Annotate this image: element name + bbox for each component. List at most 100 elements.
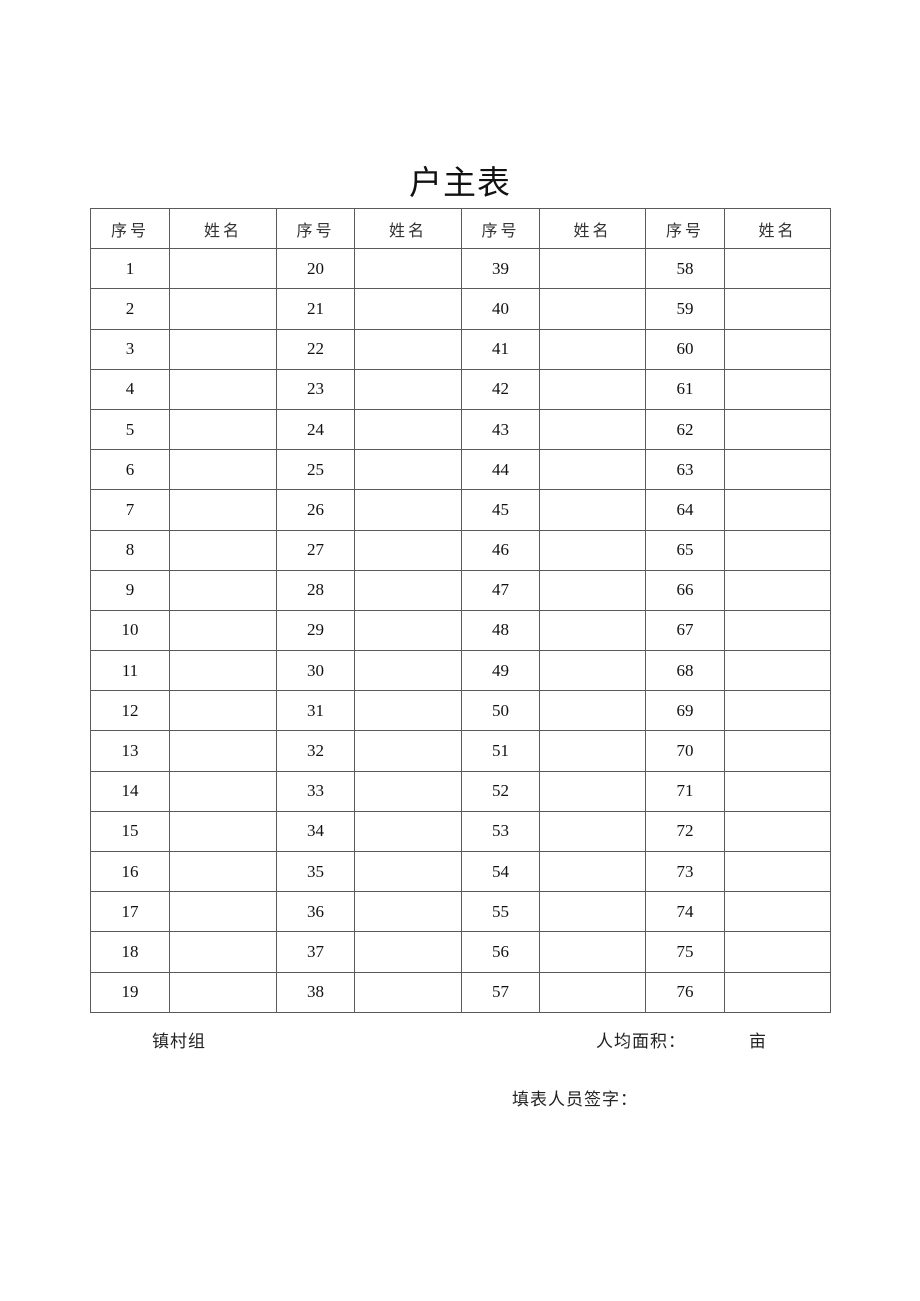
seq-cell: 46: [461, 529, 540, 571]
seq-cell: 19: [90, 971, 170, 1013]
area-unit: 亩: [749, 1032, 767, 1051]
name-cell[interactable]: [169, 529, 277, 571]
signature-label: 填表人员签字：: [512, 1090, 638, 1109]
name-cell[interactable]: [539, 850, 646, 893]
name-cell[interactable]: [169, 690, 277, 732]
name-cell[interactable]: [539, 529, 646, 571]
name-cell[interactable]: [354, 489, 462, 531]
name-cell[interactable]: [539, 730, 646, 772]
name-cell[interactable]: [539, 609, 646, 652]
name-cell[interactable]: [724, 810, 831, 853]
name-cell[interactable]: [539, 368, 646, 410]
seq-cell: 31: [276, 690, 355, 732]
name-cell[interactable]: [169, 850, 277, 893]
seq-cell: 23: [276, 368, 355, 410]
name-cell[interactable]: [539, 810, 646, 853]
name-cell[interactable]: [724, 690, 831, 732]
seq-cell: 71: [645, 770, 725, 812]
name-cell[interactable]: [354, 891, 462, 933]
name-cell[interactable]: [724, 248, 831, 290]
name-cell[interactable]: [354, 248, 462, 290]
name-cell[interactable]: [354, 328, 462, 370]
name-cell[interactable]: [539, 891, 646, 933]
name-cell[interactable]: [169, 288, 277, 330]
name-cell[interactable]: [169, 891, 277, 933]
name-cell[interactable]: [539, 288, 646, 330]
name-cell[interactable]: [724, 368, 831, 410]
name-cell[interactable]: [354, 971, 462, 1013]
name-cell[interactable]: [539, 449, 646, 491]
seq-cell: 42: [461, 368, 540, 410]
header-name: 姓名: [354, 207, 462, 250]
name-cell[interactable]: [169, 449, 277, 491]
name-cell[interactable]: [169, 650, 277, 692]
name-cell[interactable]: [539, 569, 646, 611]
name-cell[interactable]: [169, 971, 277, 1013]
seq-cell: 73: [645, 850, 725, 893]
name-cell[interactable]: [539, 690, 646, 732]
name-cell[interactable]: [724, 730, 831, 772]
table-row: 16 35 54 73: [90, 850, 831, 893]
name-cell[interactable]: [539, 408, 646, 451]
seq-cell: 63: [645, 449, 725, 491]
seq-cell: 74: [645, 891, 725, 933]
name-cell[interactable]: [724, 770, 831, 812]
name-cell[interactable]: [724, 328, 831, 370]
name-cell[interactable]: [354, 810, 462, 853]
name-cell[interactable]: [169, 328, 277, 370]
name-cell[interactable]: [169, 368, 277, 410]
name-cell[interactable]: [354, 770, 462, 812]
name-cell[interactable]: [169, 569, 277, 611]
name-cell[interactable]: [169, 408, 277, 451]
name-cell[interactable]: [724, 529, 831, 571]
name-cell[interactable]: [354, 690, 462, 732]
table-header-row: 序号 姓名 序号 姓名 序号 姓名 序号 姓名: [90, 207, 831, 250]
name-cell[interactable]: [354, 609, 462, 652]
name-cell[interactable]: [724, 489, 831, 531]
name-cell[interactable]: [724, 408, 831, 451]
page-title: 户主表: [409, 166, 511, 202]
name-cell[interactable]: [724, 449, 831, 491]
name-cell[interactable]: [724, 288, 831, 330]
name-cell[interactable]: [169, 730, 277, 772]
name-cell[interactable]: [169, 931, 277, 973]
name-cell[interactable]: [354, 288, 462, 330]
name-cell[interactable]: [539, 248, 646, 290]
name-cell[interactable]: [724, 609, 831, 652]
name-cell[interactable]: [354, 529, 462, 571]
name-cell[interactable]: [354, 730, 462, 772]
name-cell[interactable]: [724, 931, 831, 973]
seq-cell: 22: [276, 328, 355, 370]
name-cell[interactable]: [354, 368, 462, 410]
name-cell[interactable]: [169, 489, 277, 531]
name-cell[interactable]: [169, 810, 277, 853]
name-cell[interactable]: [169, 609, 277, 652]
name-cell[interactable]: [169, 248, 277, 290]
seq-cell: 33: [276, 770, 355, 812]
name-cell[interactable]: [724, 650, 831, 692]
name-cell[interactable]: [539, 971, 646, 1013]
name-cell[interactable]: [539, 770, 646, 812]
seq-cell: 50: [461, 690, 540, 732]
name-cell[interactable]: [169, 770, 277, 812]
seq-cell: 62: [645, 408, 725, 451]
name-cell[interactable]: [724, 569, 831, 611]
name-cell[interactable]: [354, 408, 462, 451]
name-cell[interactable]: [539, 489, 646, 531]
name-cell[interactable]: [354, 449, 462, 491]
name-cell[interactable]: [539, 328, 646, 370]
name-cell[interactable]: [724, 971, 831, 1013]
name-cell[interactable]: [724, 891, 831, 933]
name-cell[interactable]: [539, 931, 646, 973]
name-cell[interactable]: [724, 850, 831, 893]
seq-cell: 56: [461, 931, 540, 973]
table-row: 3 22 41 60: [90, 328, 831, 370]
name-cell[interactable]: [539, 650, 646, 692]
header-seq: 序号: [645, 207, 725, 250]
name-cell[interactable]: [354, 850, 462, 893]
name-cell[interactable]: [354, 569, 462, 611]
name-cell[interactable]: [354, 650, 462, 692]
seq-cell: 3: [90, 328, 170, 370]
header-name: 姓名: [724, 207, 831, 250]
name-cell[interactable]: [354, 931, 462, 973]
